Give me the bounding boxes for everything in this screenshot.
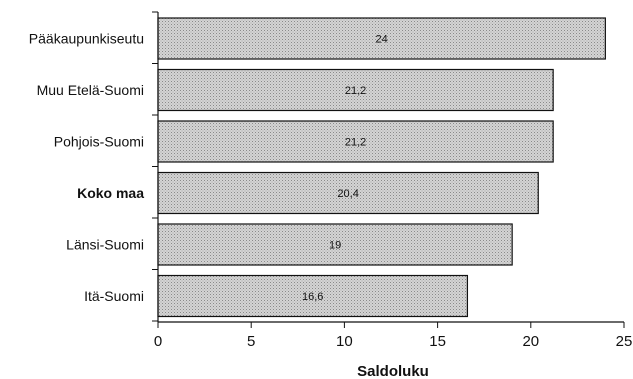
category-label: Pohjois-Suomi (54, 134, 144, 150)
x-tick-label: 5 (247, 333, 255, 350)
x-tick-label: 10 (336, 333, 353, 350)
category-label: Itä-Suomi (84, 288, 144, 304)
category-label: Koko maa (77, 185, 144, 201)
category-label: Länsi-Suomi (66, 237, 144, 253)
category-label: Pääkaupunkiseutu (29, 31, 144, 47)
bar (157, 68, 554, 112)
category-labels: Pääkaupunkiseutu Muu Etelä-Suomi Pohjois-S… (29, 31, 144, 305)
x-axis-title: Saldoluku (357, 363, 429, 379)
x-tick-label: 20 (522, 333, 539, 350)
bar (157, 171, 539, 215)
data-label: 24 (376, 34, 388, 46)
x-tick-label: 15 (429, 333, 446, 350)
data-label: 16,6 (302, 291, 323, 303)
bars-layer: 24 21,2 21,2 20,4 19 16,6 (157, 17, 606, 318)
bar (157, 120, 554, 163)
x-tick-label: 25 (616, 333, 633, 350)
data-label: 19 (329, 240, 341, 252)
data-label: 20,4 (337, 188, 358, 200)
x-axis: 0 5 10 15 20 25 (152, 11, 633, 350)
bar (157, 17, 606, 60)
x-tick-label: 0 (154, 333, 162, 350)
category-label: Muu Etelä-Suomi (37, 82, 144, 98)
bar (157, 223, 513, 266)
data-label: 21,2 (345, 85, 366, 97)
data-label: 21,2 (345, 137, 366, 149)
